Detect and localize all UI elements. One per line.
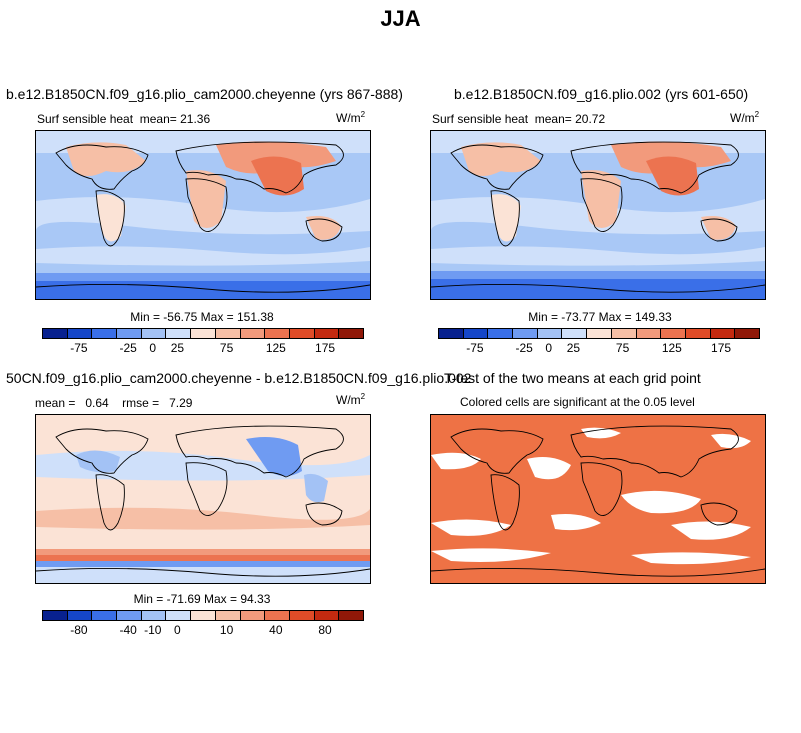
panel3-colorbar	[42, 610, 364, 621]
panel3-title: 50CN.f09_g16.plio_cam2000.cheyenne - b.e…	[6, 370, 472, 386]
panel3-rmse-label: rmse =	[122, 396, 160, 410]
panel3-colorbar-tick: -40	[119, 623, 137, 637]
figure-title: JJA	[380, 6, 421, 31]
panel3-colorbar-swatch	[265, 611, 290, 620]
panel3-mean-value: 0.64	[85, 396, 109, 410]
panel1-units: W/m2	[336, 110, 366, 125]
panel3-units: W/m2	[336, 392, 366, 407]
panel3-header: mean = 0.64 rmse = 7.29	[35, 396, 192, 410]
panel1-stat-label: mean=	[139, 112, 177, 126]
panel2-title: b.e12.B1850CN.f09_g16.plio.002 (yrs 601-…	[454, 86, 749, 102]
panel1-colorbar-tick: 75	[219, 341, 234, 355]
panel3-colorbar-tick: -10	[144, 623, 162, 637]
panel3-colorbar-swatch	[43, 611, 68, 620]
panel2-colorbar-tick: 0	[545, 341, 553, 355]
panel3-min-max: Min = -71.69 Max = 94.33	[133, 592, 271, 606]
panel2-colorbar	[438, 328, 760, 339]
panel2-colorbar-swatch	[463, 329, 489, 338]
panel1-colorbar-swatch	[166, 329, 192, 338]
panel4-subtitle: Colored cells are significant at the 0.0…	[460, 395, 695, 409]
panel1-colorbar-swatch	[191, 329, 216, 338]
panel2-header: Surf sensible heat mean= 20.72	[432, 112, 605, 126]
panel2-colorbar-swatch	[513, 329, 538, 338]
panel3-colorbar-swatch	[141, 611, 167, 620]
panel1-min-max: Min = -56.75 Max = 151.38	[130, 310, 274, 324]
panel3-colorbar-tick: -80	[70, 623, 88, 637]
panel2-colorbar-swatch	[488, 329, 514, 338]
panel2-colorbar-swatch	[587, 329, 612, 338]
panel1-colorbar-swatch	[215, 329, 241, 338]
panel3-colorbar-swatch	[240, 611, 266, 620]
panel4-title: T-test of the two means at each grid poi…	[444, 370, 701, 386]
panel1-colorbar-swatch	[265, 329, 290, 338]
panel3-colorbar-swatch	[314, 611, 340, 620]
panel1-colorbar-tick: -25	[119, 341, 137, 355]
panel2-colorbar-swatch	[661, 329, 686, 338]
panel1-colorbar-swatch	[117, 329, 142, 338]
panel1-title: b.e12.B1850CN.f09_g16.plio_cam2000.cheye…	[6, 86, 403, 102]
panel2-variable: Surf sensible heat	[432, 112, 529, 126]
panel3-colorbar-swatch	[191, 611, 216, 620]
panel1-colorbar-swatch	[240, 329, 266, 338]
panel2-colorbar-tick: -75	[466, 341, 484, 355]
panel3-colorbar-swatch	[117, 611, 142, 620]
panel2-stat-label: mean=	[534, 112, 572, 126]
panel1-colorbar-swatch	[92, 329, 118, 338]
panel3-colorbar-swatch	[67, 611, 93, 620]
panel1-colorbar-tick: 0	[149, 341, 157, 355]
panel1-map	[35, 130, 371, 300]
panel3-colorbar-tick: 40	[269, 623, 283, 637]
panel2-colorbar-swatch	[685, 329, 711, 338]
panel2-colorbar-swatch	[537, 329, 563, 338]
panel2-colorbar-tick: 75	[615, 341, 630, 355]
panel1-colorbar-swatch	[141, 329, 167, 338]
panel3-colorbar-swatch	[289, 611, 315, 620]
panel2-units: W/m2	[730, 110, 760, 125]
panel1-colorbar-tick: 175	[315, 341, 336, 355]
panel3-colorbar-swatch	[92, 611, 118, 620]
panel1-colorbar-swatch	[43, 329, 68, 338]
panel2-colorbar-swatch	[439, 329, 464, 338]
panel1-colorbar-swatch	[67, 329, 93, 338]
panel2-colorbar-swatch	[710, 329, 736, 338]
panel3-rmse-value: 7.29	[169, 396, 193, 410]
panel1-colorbar-tick: 125	[265, 341, 286, 355]
panel1-colorbar	[42, 328, 364, 339]
panel1-colorbar-tick: 25	[170, 341, 185, 355]
panel2-colorbar-tick: 125	[661, 341, 682, 355]
panel4-map	[430, 414, 766, 584]
panel1-colorbar-swatch	[289, 329, 315, 338]
panel2-colorbar-tick: 175	[711, 341, 732, 355]
panel1-header: Surf sensible heat mean= 21.36	[37, 112, 210, 126]
panel2-colorbar-tick: 25	[566, 341, 581, 355]
panel3-colorbar-swatch	[215, 611, 241, 620]
panel3-map	[35, 414, 371, 584]
panel3-colorbar-tick: 0	[174, 623, 181, 637]
panel3-colorbar-swatch	[166, 611, 192, 620]
panel2-min-max: Min = -73.77 Max = 149.33	[528, 310, 672, 324]
panel2-colorbar-tick: -25	[515, 341, 533, 355]
panel1-colorbar-swatch	[314, 329, 340, 338]
panel2-colorbar-swatch	[562, 329, 588, 338]
panel1-colorbar-tick: -75	[70, 341, 88, 355]
panel3-colorbar-tick: 10	[219, 623, 234, 637]
panel3-mean-label: mean =	[35, 396, 76, 410]
panel2-colorbar-swatch	[611, 329, 637, 338]
panel2-colorbar-swatch	[636, 329, 662, 338]
panel1-variable: Surf sensible heat	[37, 112, 134, 126]
panel2-stat-value: 20.72	[575, 112, 606, 126]
panel2-colorbar-swatch	[735, 329, 759, 338]
panel3-colorbar-tick: 80	[318, 623, 332, 637]
panel2-map	[430, 130, 766, 300]
panel1-colorbar-swatch	[339, 329, 363, 338]
panel1-stat-value: 21.36	[180, 112, 211, 126]
panel3-colorbar-swatch	[339, 611, 363, 620]
